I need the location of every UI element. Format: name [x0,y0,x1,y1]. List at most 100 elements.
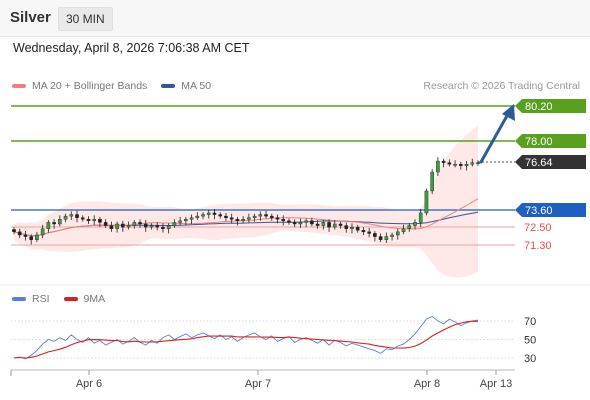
candle-body [413,222,417,226]
candle-body [441,160,446,163]
candle-body [418,212,423,223]
candle-body [184,219,188,222]
legend-rsi-ma: 9MA [63,293,106,305]
candle-body [212,212,217,215]
x-axis-tick-label: Apr 13 [480,378,512,390]
candle-body [355,226,360,231]
candle-body [23,234,28,237]
candle-body [447,162,452,165]
chart-datetime: Wednesday, April 8, 2026 7:06:38 AM CET [13,41,250,55]
candle-body [258,214,263,217]
candle-body [92,219,96,222]
candle-body [121,223,125,228]
candle-body [241,219,245,222]
candle-body [103,222,108,226]
candle-body [52,222,56,225]
ma20-line [13,198,479,237]
price-legend: MA 20 + Bollinger Bands MA 50 [12,80,211,92]
projection-arrow [479,112,510,164]
candle-body [275,217,280,220]
bollinger-bands [14,125,478,278]
candle-body [63,215,68,220]
candle-body [327,222,331,228]
candle-body [315,223,320,226]
legend-ma20: MA 20 + Bollinger Bands [12,80,147,92]
candle-body [29,236,33,240]
rsi-swatch [12,297,26,301]
candle-body [178,220,182,223]
level-tag [515,134,586,148]
candle-body [281,219,286,222]
candle-body [58,219,62,225]
research-credit: Research © 2026 Trading Central [423,80,580,92]
candle-body [86,219,91,222]
candle-body [80,217,85,220]
candle-body [310,220,314,225]
candle-body [424,190,429,214]
projection-arrowhead [502,104,515,121]
rsi-label: RSI [32,293,50,305]
candle-body [361,230,366,233]
candle-body [46,222,51,229]
candle-body [172,222,177,226]
candle-body [332,223,337,228]
candle-body [98,219,102,223]
candle-body [189,217,194,220]
rsi-ma-label: 9MA [83,293,106,305]
candle-body [218,214,223,217]
rsi-legend: RSI 9MA [12,293,105,305]
level-label: 73.60 [525,205,553,217]
candle-body [247,217,251,220]
candle-body [235,219,240,222]
candle-body [338,223,343,226]
level-label: 78.00 [525,136,553,148]
candle-body [269,215,274,218]
candle-body [287,220,291,223]
candle-body [138,222,142,225]
candle-body [436,160,440,173]
level-label: 76.64 [525,157,553,169]
candle-body [321,222,326,226]
candle-body [252,215,257,218]
candle-body [229,217,234,220]
ma50-swatch [161,84,176,88]
ma50-label: MA 50 [181,80,212,92]
rsi-ma-swatch [63,297,78,301]
candle-body [453,164,457,166]
legend-rsi: RSI [12,293,50,305]
candle-body [143,223,148,228]
rsi-line [13,315,479,360]
candle-body [35,234,39,240]
candle-body [304,220,308,223]
candle-body [149,225,154,228]
title-bar: Silver 30 MIN [0,0,590,37]
candle-body [476,162,480,165]
candle-body [126,225,131,228]
candle-body [390,234,394,237]
level-label: 80.20 [525,101,553,113]
candle-body [206,212,211,215]
x-axis-tick-label: Apr 7 [245,378,271,390]
x-axis-tick-label: Apr 8 [414,378,440,390]
timeframe-tab[interactable]: 30 MIN [58,7,113,31]
rsi-tick-label: 50 [524,335,536,347]
candle-body [132,222,137,226]
candle-body [396,231,400,236]
candle-body [109,225,114,229]
candle-body [40,228,45,236]
candle-body [224,215,228,218]
candle-body [115,223,119,229]
candle-body [17,231,22,236]
candle-body [407,225,412,229]
candle-body [201,214,205,217]
candle-body [12,229,16,233]
ma20-label: MA 20 + Bollinger Bands [32,80,148,92]
rsi-tick-label: 70 [524,316,536,328]
ma20-swatch [12,84,26,88]
candle-body [378,236,383,240]
x-axis-tick-label: Apr 6 [76,378,102,390]
level-tag [515,99,586,113]
rsi-ma-line [13,320,479,359]
candle-body [464,164,469,166]
